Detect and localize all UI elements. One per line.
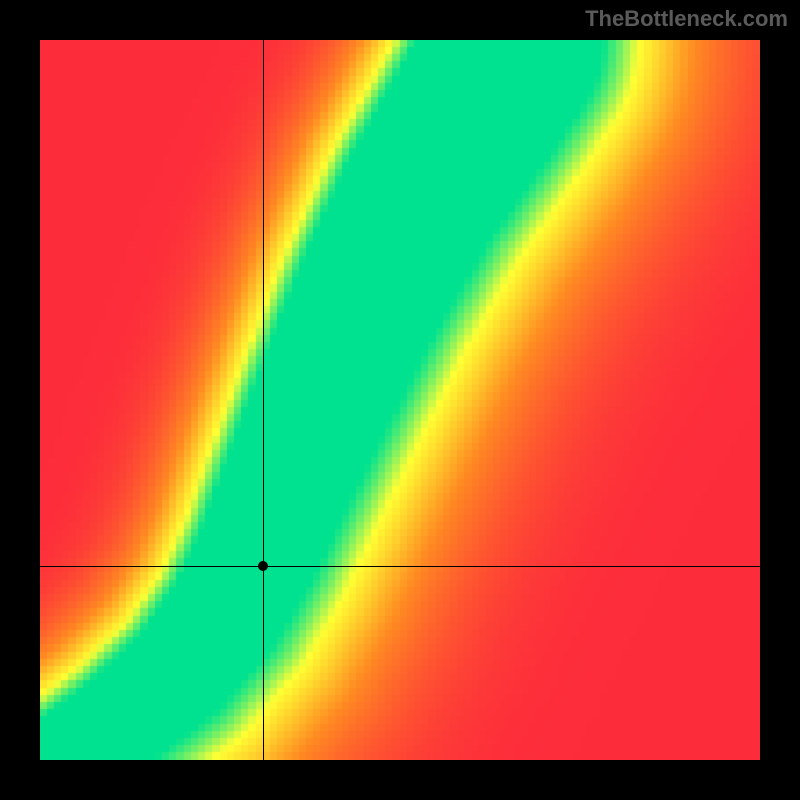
crosshair-marker xyxy=(258,561,268,571)
watermark-text: TheBottleneck.com xyxy=(585,6,788,32)
crosshair-vertical xyxy=(263,40,264,760)
heatmap-canvas xyxy=(40,40,760,760)
crosshair-horizontal xyxy=(40,566,760,567)
figure-container: TheBottleneck.com xyxy=(0,0,800,800)
